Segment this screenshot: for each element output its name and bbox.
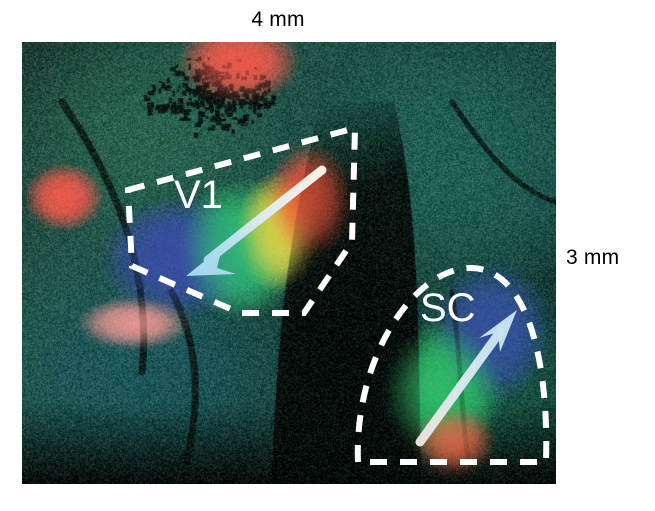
- region-label-sc: SC: [420, 286, 476, 330]
- region-label-v1: V1: [174, 173, 223, 217]
- region-outline-v1: [128, 128, 355, 313]
- imaging-panel: V1 SC: [22, 42, 556, 484]
- optical-imaging-figure: 4 mm 3 mm: [0, 0, 655, 511]
- region-overlay: V1 SC: [22, 42, 556, 484]
- scale-label-horizontal: 4 mm: [0, 8, 556, 32]
- scale-label-vertical: 3 mm: [566, 246, 619, 270]
